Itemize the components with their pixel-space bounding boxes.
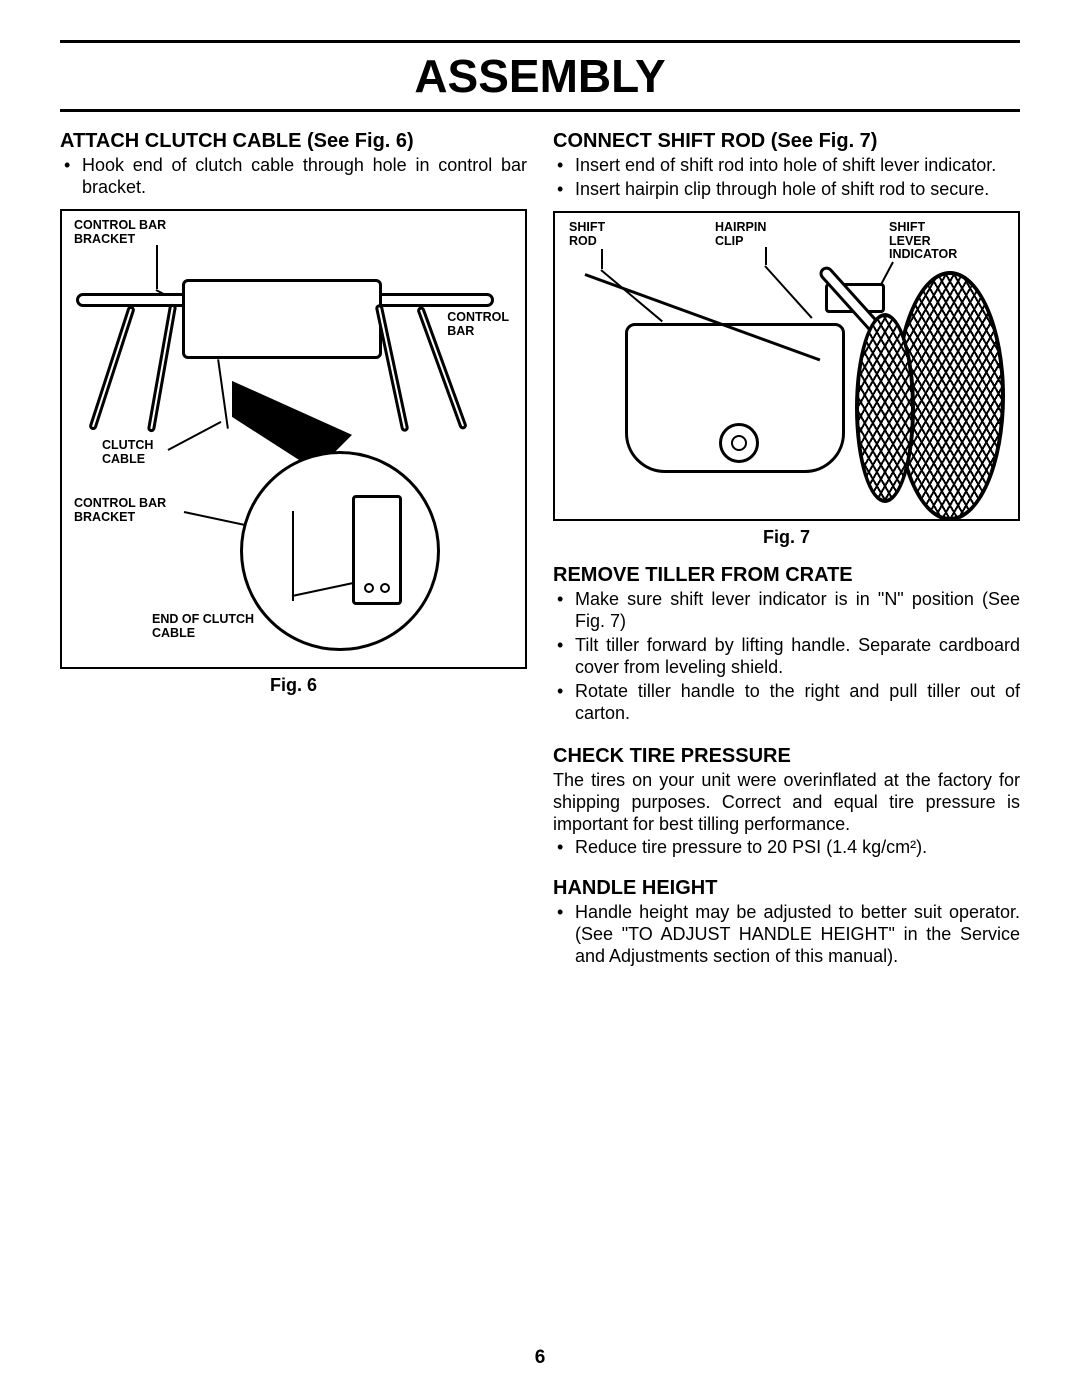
bullet: Handle height may be adjusted to better … (575, 902, 1020, 968)
bullet: Reduce tire pressure to 20 PSI (1.4 kg/c… (575, 837, 1020, 859)
leader-line (601, 249, 603, 269)
label-control-bar: CONTROL BAR (447, 311, 509, 339)
label-shift-rod: SHIFT ROD (569, 221, 605, 249)
label-control-bar-bracket-mid: CONTROL BAR BRACKET (74, 497, 166, 525)
content-columns: ATTACH CLUTCH CABLE (See Fig. 6) Hook en… (60, 130, 1020, 978)
illustration-shape (292, 511, 294, 601)
page-number: 6 (0, 1347, 1080, 1369)
illustration-shape (217, 359, 229, 429)
illustration-shape (147, 303, 177, 432)
bullet: Insert end of shift rod into hole of shi… (575, 155, 1020, 177)
illustration-shape (240, 451, 440, 651)
leader-line (764, 265, 812, 318)
figure-6-caption: Fig. 6 (60, 675, 527, 696)
bullet: Rotate tiller handle to the right and pu… (575, 681, 1020, 725)
illustration-tire (855, 313, 915, 503)
heading-check-tire: CHECK TIRE PRESSURE (553, 745, 1020, 768)
bullet: Insert hairpin clip through hole of shif… (575, 179, 1020, 201)
top-rule (60, 40, 1020, 43)
heading-attach-clutch: ATTACH CLUTCH CABLE (See Fig. 6) (60, 130, 527, 153)
bullet: Hook end of clutch cable through hole in… (82, 155, 527, 199)
heading-handle-height: HANDLE HEIGHT (553, 877, 1020, 900)
leader-line (156, 245, 158, 289)
right-column: CONNECT SHIFT ROD (See Fig. 7) Insert en… (553, 130, 1020, 978)
heading-remove-tiller: REMOVE TILLER FROM CRATE (553, 564, 1020, 587)
illustration-shape (364, 583, 374, 593)
bullets-handle-height: Handle height may be adjusted to better … (553, 902, 1020, 968)
bullets-attach-clutch: Hook end of clutch cable through hole in… (60, 155, 527, 199)
body-check-tire: The tires on your unit were overinflated… (553, 770, 1020, 836)
bullets-remove-tiller: Make sure shift lever indicator is in "N… (553, 589, 1020, 725)
figure-7: SHIFT ROD HAIRPIN CLIP SHIFT LEVER INDIC… (553, 211, 1020, 521)
figure-6: CONTROL BAR BRACKET CONTROL BAR CLUTCH C… (60, 209, 527, 669)
leader-line (168, 421, 222, 451)
illustration-shape (88, 305, 136, 431)
leader-line (600, 269, 663, 322)
leader-line (765, 247, 767, 265)
illustration-shape (731, 435, 747, 451)
bullet: Tilt tiller forward by lifting handle. S… (575, 635, 1020, 679)
label-hairpin-clip: HAIRPIN CLIP (715, 221, 766, 249)
label-clutch-cable: CLUTCH CABLE (102, 439, 153, 467)
page-title: ASSEMBLY (60, 49, 1020, 103)
heading-connect-shift: CONNECT SHIFT ROD (See Fig. 7) (553, 130, 1020, 153)
figure-7-caption: Fig. 7 (553, 527, 1020, 548)
label-end-of-clutch-cable: END OF CLUTCH CABLE (152, 613, 254, 641)
bullets-connect-shift: Insert end of shift rod into hole of shi… (553, 155, 1020, 201)
illustration-shape (352, 495, 402, 605)
label-control-bar-bracket-top: CONTROL BAR BRACKET (74, 219, 166, 247)
label-shift-lever-indicator: SHIFT LEVER INDICATOR (889, 221, 957, 262)
illustration-shape (380, 583, 390, 593)
illustration-shape (375, 303, 410, 432)
bullet: Make sure shift lever indicator is in "N… (575, 589, 1020, 633)
bullets-check-tire: Reduce tire pressure to 20 PSI (1.4 kg/c… (553, 837, 1020, 859)
left-column: ATTACH CLUTCH CABLE (See Fig. 6) Hook en… (60, 130, 527, 978)
illustration-shape (182, 279, 382, 359)
below-rule (60, 109, 1020, 112)
